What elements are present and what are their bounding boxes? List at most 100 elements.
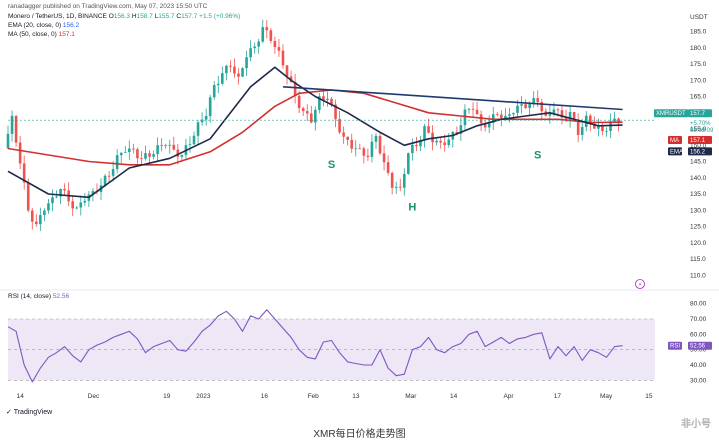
symbol-badge-bg	[654, 109, 688, 118]
candle-body	[443, 142, 447, 146]
open-label: O	[108, 13, 114, 20]
candle-body	[334, 104, 337, 120]
open-value: 156.3	[113, 13, 131, 20]
price-badge-bg	[688, 109, 712, 118]
rsi-value-badge-bg	[688, 341, 712, 350]
candle-body	[407, 153, 410, 174]
tradingview-logo[interactable]: ✓ TradingView	[6, 408, 52, 416]
candle-body	[552, 109, 556, 114]
x-tick-label: Apr	[503, 393, 514, 400]
pattern-label-s: S	[534, 149, 541, 161]
candle-body	[309, 113, 313, 123]
candle-body	[597, 126, 600, 129]
watermark: 非小号	[681, 419, 711, 430]
rsi-tick-label: 80.00	[690, 301, 707, 308]
tradingview-logo-icon: ✓	[6, 409, 12, 416]
x-tick-label: Mar	[405, 393, 417, 400]
candle-body	[362, 148, 366, 156]
candle-body	[136, 149, 139, 159]
high-value: 158.7	[136, 13, 153, 20]
candle-body	[35, 221, 38, 225]
price-tick-label: 140.0	[690, 175, 707, 182]
candle-body	[419, 140, 422, 147]
candle-body	[415, 144, 418, 147]
ema-legend-value: 156.2	[62, 22, 80, 29]
candle-body	[411, 144, 414, 154]
candle-body	[249, 48, 252, 58]
price-tick-label: 130.0	[690, 207, 707, 214]
candle-body	[487, 122, 491, 128]
candle-body	[572, 112, 576, 120]
x-tick-label: Dec	[88, 393, 100, 400]
candle-body	[576, 119, 580, 135]
candle-body	[322, 96, 325, 100]
candle-body	[111, 169, 115, 176]
pattern-label-s: S	[328, 159, 335, 171]
candle-body	[326, 98, 329, 100]
rsi-pane[interactable]	[7, 309, 655, 383]
ma-legend-value: 157.1	[58, 31, 75, 38]
ema-value-badge: 156.2	[690, 149, 706, 155]
x-tick-label: 15	[645, 393, 653, 400]
x-tick-label: 14	[450, 393, 458, 400]
candle-body	[229, 65, 232, 67]
change-badge: +5.70%	[690, 121, 711, 127]
candle-body	[427, 126, 430, 133]
x-tick-label: May	[600, 393, 613, 400]
candle-body	[589, 115, 592, 124]
candle-body	[289, 76, 293, 83]
candle-body	[536, 98, 540, 103]
rsi-tag-bg	[668, 341, 682, 350]
candle-body	[342, 132, 345, 137]
candle-body	[83, 200, 87, 203]
symbol-name: Monero / TetherUS, 1D, BINANCE	[8, 13, 107, 20]
candle-body	[47, 203, 50, 211]
candle-body	[305, 111, 309, 114]
rsi-tick-label: 70.00	[690, 316, 707, 323]
candle-body	[475, 109, 479, 115]
candle-body	[374, 135, 378, 142]
candle-body	[233, 66, 236, 74]
candle-body	[318, 96, 321, 110]
candle-body	[128, 148, 131, 153]
candle-body	[168, 144, 172, 146]
ema-legend[interactable]: EMA (20, close, 0) 156.2	[8, 21, 79, 30]
rsi-legend[interactable]: RSI (14, close) 52.56	[8, 292, 69, 301]
publisher-text: ranadagger published on TradingView.com,…	[8, 3, 208, 10]
candle-body	[338, 119, 341, 133]
publisher-line: ranadagger published on TradingView.com,…	[8, 2, 207, 11]
ema-legend-label: EMA (20, close, 0)	[8, 22, 62, 29]
candle-body	[350, 139, 354, 149]
candle-body	[277, 47, 281, 51]
price-tick-label: 110.0	[690, 272, 706, 279]
x-tick-label: 19	[163, 393, 171, 400]
candle-body	[568, 112, 572, 120]
rsi-legend-value: 52.56	[52, 293, 70, 300]
candle-body	[540, 102, 544, 112]
close-label: C	[176, 13, 182, 20]
candle-body	[447, 139, 451, 146]
price-tick-label: 165.0	[690, 94, 707, 101]
price-pane[interactable]	[6, 19, 623, 231]
candle-body	[156, 145, 159, 155]
candle-body	[63, 188, 66, 191]
candle-body	[366, 155, 370, 157]
candle-body	[269, 30, 273, 41]
candle-body	[495, 114, 499, 115]
candle-body	[241, 68, 244, 77]
pattern-label-h: H	[408, 201, 416, 213]
candle-body	[79, 202, 83, 208]
candle-body	[358, 148, 362, 150]
ma-legend[interactable]: MA (50, close, 0) 157.1	[8, 30, 75, 39]
candle-body	[520, 104, 523, 106]
candle-body	[172, 144, 176, 150]
candle-body	[354, 148, 358, 150]
candle-body	[439, 140, 442, 143]
candle-body	[119, 152, 123, 156]
candle-body	[504, 115, 507, 119]
tradingview-logo-text: TradingView	[13, 409, 53, 416]
candle-body	[14, 115, 18, 143]
candle-body	[463, 109, 467, 126]
candle-body	[237, 73, 240, 77]
